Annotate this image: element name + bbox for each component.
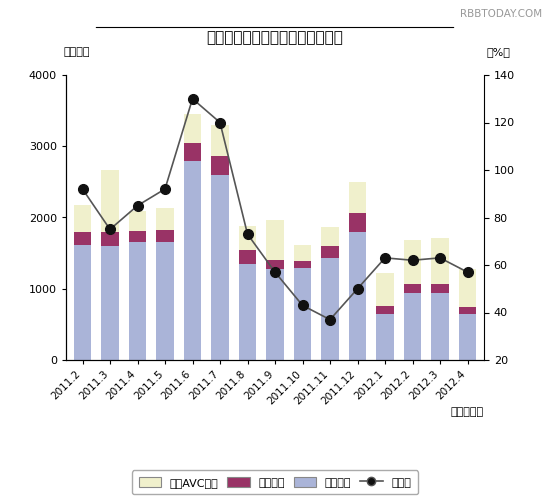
Bar [74, 244, 91, 360]
Text: （年・月）: （年・月） [451, 408, 484, 418]
Bar [156, 208, 174, 231]
Bar [459, 269, 476, 306]
Bar [211, 156, 229, 175]
Bar [129, 211, 146, 231]
Bar [321, 246, 339, 258]
Text: 〈億円〉: 〈億円〉 [63, 48, 90, 58]
Bar [156, 230, 174, 242]
Bar [266, 269, 284, 360]
Text: （%）: （%） [487, 48, 510, 58]
Bar [376, 273, 394, 306]
Bar [404, 240, 421, 284]
Bar [376, 306, 394, 314]
Bar [294, 268, 311, 360]
Bar [349, 212, 366, 232]
Bar [404, 293, 421, 360]
Bar [431, 238, 449, 284]
Bar [156, 242, 174, 360]
Bar [184, 142, 201, 160]
Bar [74, 204, 91, 232]
Bar [101, 232, 119, 246]
Bar [349, 232, 366, 360]
Text: RBBTODAY.COM: RBBTODAY.COM [460, 9, 542, 19]
Legend: カーAVC機器, 音声機器, 映像機器, 前年比: カーAVC機器, 音声機器, 映像機器, 前年比 [132, 470, 418, 494]
Bar [431, 293, 449, 360]
Bar [129, 231, 146, 242]
Bar [459, 306, 476, 314]
Bar [431, 284, 449, 293]
Bar [266, 260, 284, 269]
Bar [321, 258, 339, 360]
Bar [266, 220, 284, 260]
Bar [101, 170, 119, 232]
Bar [211, 125, 229, 156]
Bar [459, 314, 476, 360]
Bar [239, 250, 256, 264]
Bar [101, 246, 119, 360]
Bar [184, 114, 201, 142]
Bar [404, 284, 421, 293]
Bar [239, 264, 256, 360]
Bar [129, 242, 146, 360]
Bar [321, 228, 339, 246]
Bar [376, 314, 394, 360]
Bar [294, 261, 311, 268]
Text: 民生用電子機器国内出荷金額推移: 民生用電子機器国内出荷金額推移 [207, 30, 343, 45]
Bar [239, 226, 256, 250]
Bar [184, 160, 201, 360]
Bar [349, 182, 366, 212]
Bar [211, 175, 229, 360]
Bar [294, 244, 311, 261]
Bar [74, 232, 91, 244]
